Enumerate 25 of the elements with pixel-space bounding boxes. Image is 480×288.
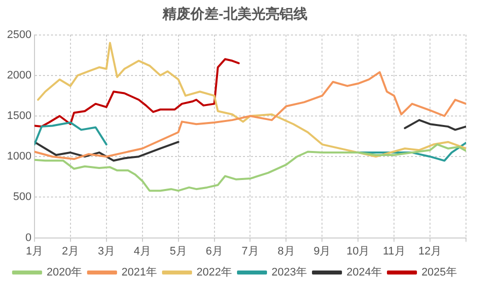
x-tick-label: 11月	[382, 245, 406, 258]
x-tick-label: 10月	[346, 245, 370, 258]
y-tick-label: 1000	[6, 150, 32, 163]
y-tick-label: 2000	[6, 69, 32, 82]
y-tick-label: 0	[25, 232, 32, 244]
x-tick-label: 9月	[314, 245, 331, 258]
legend-label: 2024年	[346, 266, 382, 279]
legend-label: 2023年	[272, 266, 307, 279]
y-tick-label: 1500	[6, 110, 32, 122]
legend-label: 2021年	[122, 266, 158, 279]
x-tick-label: 1月	[26, 245, 44, 258]
legend-label: 2025年	[421, 266, 457, 279]
x-tick-label: 2月	[62, 245, 79, 258]
x-tick-label: 7月	[242, 245, 259, 258]
x-tick-label: 3月	[98, 245, 115, 258]
x-tick-label: 4月	[134, 245, 151, 258]
x-tick-label: 8月	[278, 245, 295, 258]
x-tick-label: 12月	[418, 245, 442, 258]
x-tick-label: 6月	[206, 245, 223, 258]
chart-title: 精废价差-北美光亮铝线	[162, 5, 308, 22]
x-tick-label: 5月	[170, 245, 187, 258]
y-tick-label: 500	[13, 191, 32, 204]
legend-label: 2022年	[196, 266, 232, 279]
y-tick-label: 2500	[6, 28, 32, 41]
legend-label: 2020年	[46, 266, 82, 279]
